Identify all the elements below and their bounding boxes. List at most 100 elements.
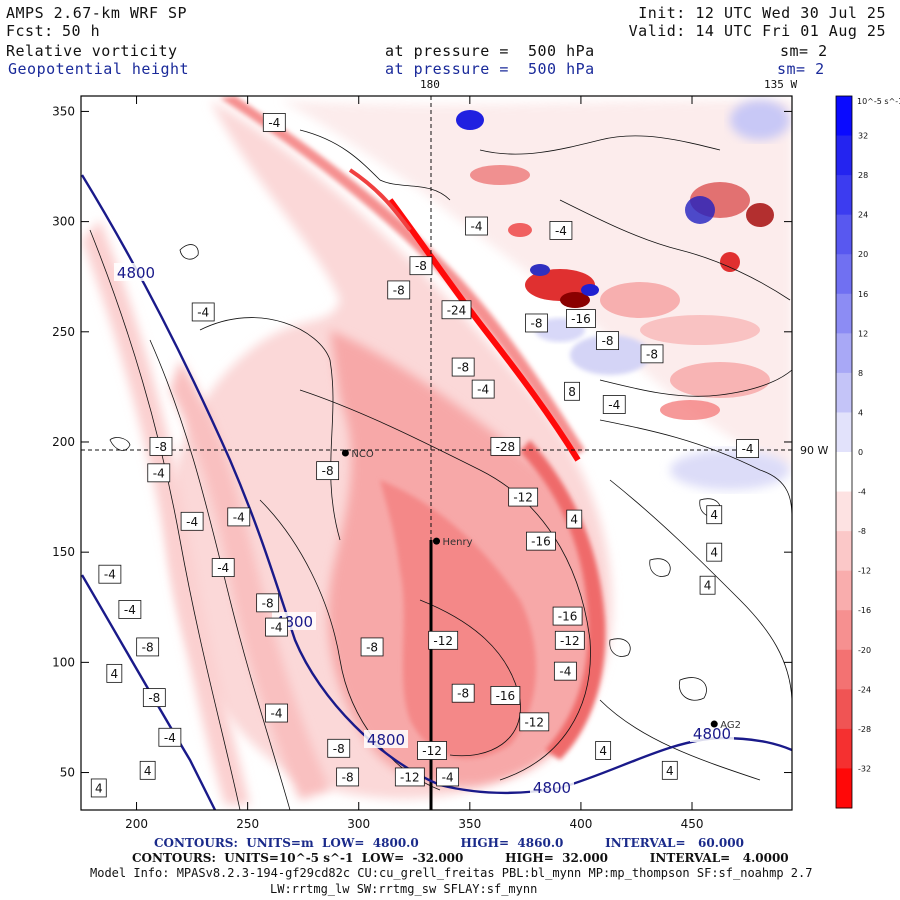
x-tick-label: 300 — [347, 817, 370, 831]
colorbar-swatch — [836, 491, 852, 532]
vorticity-label: -4 — [217, 561, 229, 575]
forecast-label: Fcst: — [6, 22, 54, 40]
colorbar-swatch — [836, 768, 852, 809]
colorbar-tick-label: -8 — [858, 527, 866, 536]
colorbar-tick-label: -12 — [858, 567, 871, 576]
vorticity-label-box — [106, 663, 123, 683]
vorticity-label: -8 — [646, 347, 658, 361]
valid-time: Valid: 14 UTC Fri 01 Aug 25 — [628, 22, 886, 40]
vorticity-label-box — [336, 767, 360, 787]
vorticity-label: 4 — [710, 546, 718, 560]
vorticity-label-box — [699, 575, 716, 595]
vorticity-label: -16 — [571, 312, 591, 326]
vorticity-label: -16 — [496, 689, 516, 703]
vorticity-label-box — [661, 760, 678, 780]
vorticity-label: -16 — [531, 535, 551, 549]
vorticity-label: -12 — [513, 491, 533, 505]
colorbar-tick-label: 16 — [858, 290, 868, 299]
vorticity-label-box — [566, 509, 583, 529]
vorticity-label-box — [142, 688, 166, 708]
colorbar-swatch — [836, 649, 852, 690]
vorticity-label: -12 — [433, 634, 453, 648]
colorbar-swatch — [836, 214, 852, 255]
x-axis: 200 250 300 350 400 450 — [125, 96, 703, 831]
vorticity-label: 4 — [111, 667, 119, 681]
vorticity-label-box — [118, 600, 142, 619]
vorticity-label: -12 — [422, 744, 442, 758]
colorbar-tick-label: 4 — [858, 408, 863, 417]
vorticity-label-box — [417, 741, 447, 760]
colorbar-swatch — [836, 570, 852, 611]
vorticity-label-box — [149, 436, 173, 456]
vorticity-label: -24 — [447, 303, 467, 317]
vorticity-label-box — [602, 395, 626, 414]
vorticity-label-box — [98, 564, 122, 584]
vorticity-label-box — [525, 313, 548, 333]
station-dot — [341, 449, 349, 457]
vorticity-label-box — [262, 113, 286, 132]
vorticity-label-box — [441, 300, 472, 320]
vorticity-label: -4 — [268, 116, 280, 130]
vorticity-label-box — [327, 738, 351, 758]
vorticity-label-box — [139, 760, 156, 780]
station-label: AG2 — [720, 720, 741, 731]
vorticity-label: -12 — [524, 715, 544, 729]
x-tick-label: 450 — [681, 817, 704, 831]
vorticity-label-box — [147, 463, 171, 483]
colorbar-swatch — [836, 333, 852, 374]
vorticity-label: -4 — [555, 224, 567, 238]
vorticity-label: -4 — [104, 568, 116, 582]
colorbar-tick-label: -28 — [858, 725, 871, 734]
forecast-value: 50 h — [62, 22, 101, 40]
vorticity-label-box — [736, 439, 759, 458]
colorbar-tick-label: 20 — [858, 250, 868, 259]
colorbar-swatch — [836, 610, 852, 651]
vorticity-label-box — [180, 511, 204, 531]
colorbar-tick-label: 24 — [858, 211, 868, 220]
height-label: 4800 — [693, 725, 731, 743]
vorticity-label: 4 — [666, 764, 674, 778]
vorticity-label: -8 — [322, 464, 334, 478]
colorbar-tick-label: -16 — [858, 606, 871, 615]
vorticity-label-box — [490, 686, 521, 705]
station-markers: NCO Henry AG2 — [341, 449, 741, 731]
colorbar-tick-label: -32 — [858, 764, 871, 773]
colorbar-swatch — [836, 728, 852, 769]
vorticity-label-box — [451, 683, 475, 703]
field2-name: Geopotential height — [8, 60, 190, 78]
vorticity-label: -4 — [233, 510, 245, 524]
colorbar-tick-label: 0 — [858, 448, 863, 457]
colorbar-swatch — [836, 689, 852, 730]
colorbar-swatch — [836, 135, 852, 176]
vorticity-label: -12 — [560, 634, 580, 648]
vorticity-label: -8 — [333, 742, 345, 756]
footer-vorticity-contours: CONTOURS: UNITS=10^-5 s^-1 LOW= -32.000 … — [132, 851, 789, 865]
height-label-bg — [690, 724, 734, 742]
vorticity-label: -8 — [531, 316, 543, 330]
vorticity-label: -8 — [366, 640, 378, 654]
vorticity-label: -8 — [155, 440, 167, 454]
colorbar-swatch — [836, 293, 852, 334]
plot-frame — [80, 95, 793, 811]
vorticity-label: -28 — [496, 440, 516, 454]
vorticity-label-box — [596, 331, 619, 351]
vorticity-label-box — [471, 379, 495, 399]
field2-smoothing: sm= 2 — [777, 60, 825, 78]
vorticity-label: 4 — [570, 513, 578, 527]
y-tick-label: 200 — [52, 435, 75, 449]
vorticity-label-box — [554, 630, 585, 650]
height-label-bg — [114, 263, 158, 281]
vorticity-label-box — [706, 542, 723, 562]
vorticity-label-box — [508, 487, 539, 507]
vorticity-label: 4 — [95, 781, 103, 795]
vorticity-label: 4 — [710, 508, 718, 522]
grid-label-135w: 135 W — [764, 78, 798, 91]
vorticity-label-box — [552, 606, 583, 626]
colorbar-tick-label: 28 — [858, 171, 868, 180]
colorbar-tick-label: 8 — [858, 369, 863, 378]
init-time: Init: 12 UTC Wed 30 Jul 25 — [638, 4, 886, 22]
vorticity-label: -4 — [186, 515, 198, 529]
vorticity-label: -4 — [559, 665, 571, 679]
